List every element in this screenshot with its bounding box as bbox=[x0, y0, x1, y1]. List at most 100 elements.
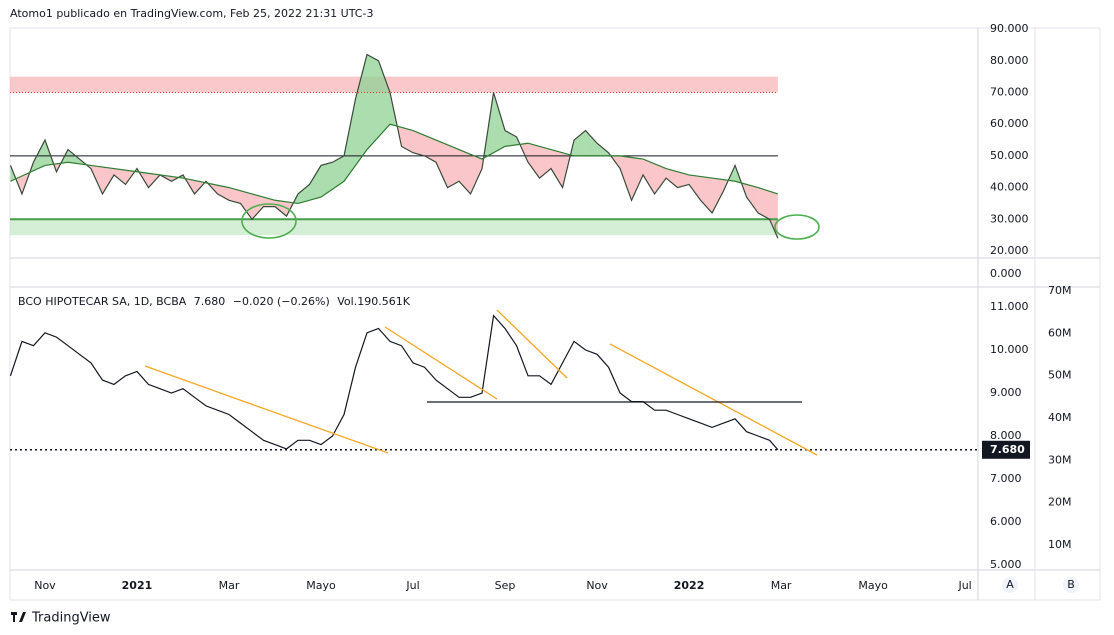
y-tick-label: 30.000 bbox=[990, 212, 1029, 225]
rsi-fill-segment bbox=[321, 162, 333, 198]
change: −0.020 (−0.26%) bbox=[233, 295, 330, 308]
volume: Vol.190.561K bbox=[337, 295, 410, 308]
band bbox=[10, 76, 778, 93]
y-tick-label: 70.000 bbox=[990, 86, 1029, 99]
rsi-fill-segment bbox=[505, 130, 517, 147]
rsi-fill-segment bbox=[332, 155, 345, 190]
y-tick-label: 11.000 bbox=[990, 300, 1029, 313]
y2-tick-label: 70M bbox=[1048, 284, 1072, 297]
axis-button-label[interactable]: B bbox=[1067, 578, 1075, 591]
rsi-fill-segment bbox=[33, 140, 45, 171]
rsi-fill-segment bbox=[654, 163, 667, 194]
trend-line bbox=[384, 326, 498, 400]
rsi-fill-segment bbox=[585, 130, 598, 156]
rsi-fill-segment bbox=[643, 159, 655, 194]
y-tick-label: 40.000 bbox=[990, 181, 1029, 194]
price-tag-label: 7.680 bbox=[990, 443, 1025, 456]
y2-tick-label: 40M bbox=[1048, 411, 1072, 424]
symbol-title: BCO HIPOTECAR SA, 1D, BCBA 7.680 −0.020 … bbox=[18, 295, 411, 308]
x-tick-label: Jul bbox=[405, 579, 419, 592]
footer: TradingView bbox=[31, 611, 111, 626]
x-tick-label: Jul bbox=[957, 579, 971, 592]
y-tick-label: 10.000 bbox=[990, 343, 1029, 356]
rsi-fill-segment bbox=[539, 146, 552, 179]
x-tick-label: 2022 bbox=[674, 579, 705, 592]
y-tick-label: 90.000 bbox=[990, 22, 1029, 35]
y2-tick-label: 20M bbox=[1048, 496, 1072, 509]
y2-tick-label: 30M bbox=[1048, 453, 1072, 466]
rsi-fill-segment bbox=[401, 127, 414, 153]
rsi-fill-segment bbox=[309, 165, 322, 201]
rsi-fill-segment bbox=[758, 187, 770, 220]
rsi-fill-segment bbox=[551, 149, 563, 188]
symbol-name: BCO HIPOTECAR SA, 1D, BCBA bbox=[18, 295, 187, 308]
rsi-fill-segment bbox=[378, 60, 391, 137]
y-tick-label: 6.000 bbox=[990, 515, 1022, 528]
quote: 7.680 bbox=[194, 295, 226, 308]
rsi-fill-segment bbox=[252, 193, 264, 220]
rsi-fill-segment bbox=[470, 154, 483, 194]
rsi-fill-segment bbox=[574, 130, 586, 156]
y2-tick-label: 60M bbox=[1048, 326, 1072, 339]
logo-shape bbox=[19, 612, 26, 622]
rsi-fill-segment bbox=[367, 54, 379, 150]
y2-tick-label: 10M bbox=[1048, 538, 1072, 551]
rsi-fill-segment bbox=[620, 155, 632, 201]
y-tick-label: 5.000 bbox=[990, 558, 1022, 571]
highlight-ellipse bbox=[774, 214, 820, 240]
rsi-fill-segment bbox=[493, 92, 506, 153]
rsi-fill-segment bbox=[355, 54, 368, 166]
trend-line bbox=[144, 365, 389, 454]
y-tick-label: 7.000 bbox=[990, 472, 1022, 485]
rsi-fill-segment bbox=[413, 130, 425, 156]
rsi-fill-segment bbox=[298, 184, 310, 204]
rsi-fill-segment bbox=[344, 98, 356, 182]
rsi-fill-segment bbox=[459, 149, 471, 194]
y-tick-label: 9.000 bbox=[990, 386, 1022, 399]
rsi-fill-segment bbox=[597, 143, 609, 156]
x-tick-label: Mar bbox=[219, 579, 240, 592]
highlight-ellipse bbox=[241, 203, 297, 239]
band bbox=[10, 219, 778, 236]
x-tick-label: Mayo bbox=[858, 579, 888, 592]
rsi-fill-segment bbox=[67, 149, 80, 164]
y-tick-label: 8.000 bbox=[990, 429, 1022, 442]
rsi-fill-segment bbox=[102, 166, 114, 194]
y2-tick-label: 50M bbox=[1048, 369, 1072, 382]
rsi-fill-segment bbox=[712, 178, 724, 213]
rsi-fill-segment bbox=[700, 176, 713, 213]
y-tick-label: 80.000 bbox=[990, 54, 1029, 67]
rsi-fill-segment bbox=[447, 144, 460, 188]
rsi-fill-segment bbox=[436, 140, 448, 188]
trend-line bbox=[609, 343, 818, 456]
x-tick-label: 2021 bbox=[122, 579, 153, 592]
trend-line bbox=[496, 309, 568, 379]
series-line bbox=[10, 123, 779, 205]
rsi-fill-segment bbox=[228, 187, 241, 204]
axis-button[interactable] bbox=[1002, 577, 1018, 593]
x-tick-label: Sep bbox=[495, 579, 516, 592]
y-tick-label: 60.000 bbox=[990, 117, 1029, 130]
axis-button-label[interactable]: A bbox=[1006, 578, 1014, 591]
axis-button[interactable] bbox=[1063, 577, 1079, 593]
x-tick-label: Mayo bbox=[306, 579, 336, 592]
header: Atomo1 publicado en TradingView.com, Feb… bbox=[10, 7, 373, 20]
rsi-fill-segment bbox=[113, 168, 126, 185]
series-line bbox=[9, 314, 779, 451]
rsi-fill-segment bbox=[746, 184, 759, 213]
rsi-fill-segment bbox=[240, 190, 252, 220]
rsi-fill-segment bbox=[217, 185, 229, 201]
rsi-fill-segment bbox=[677, 171, 690, 188]
y-tick-label: 50.000 bbox=[990, 149, 1029, 162]
logo-shape bbox=[13, 612, 15, 622]
y-tick-label: 20.000 bbox=[990, 244, 1029, 257]
trend-lines bbox=[144, 309, 818, 456]
x-tick-label: Nov bbox=[586, 579, 608, 592]
rsi-fill-segment bbox=[528, 143, 540, 179]
x-tick-label: Mar bbox=[771, 579, 792, 592]
rsi-fill-segment bbox=[666, 168, 678, 188]
rsi-fill-segment bbox=[689, 174, 701, 201]
y-tick-label: 0.000 bbox=[990, 267, 1022, 280]
